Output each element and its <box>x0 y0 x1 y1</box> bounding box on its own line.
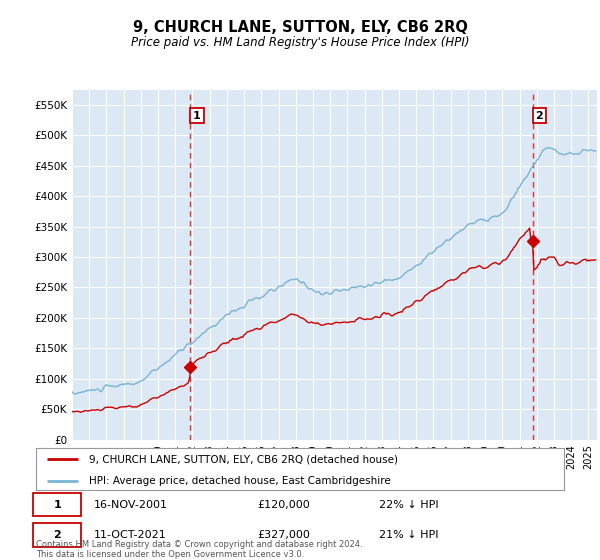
Text: Price paid vs. HM Land Registry's House Price Index (HPI): Price paid vs. HM Land Registry's House … <box>131 36 469 49</box>
Text: 1: 1 <box>193 111 201 120</box>
Text: Contains HM Land Registry data © Crown copyright and database right 2024.
This d: Contains HM Land Registry data © Crown c… <box>36 540 362 559</box>
FancyBboxPatch shape <box>34 524 81 547</box>
Text: 9, CHURCH LANE, SUTTON, ELY, CB6 2RQ: 9, CHURCH LANE, SUTTON, ELY, CB6 2RQ <box>133 20 467 35</box>
Text: £327,000: £327,000 <box>258 530 311 540</box>
Text: 11-OCT-2021: 11-OCT-2021 <box>94 530 167 540</box>
Text: 16-NOV-2001: 16-NOV-2001 <box>94 500 168 510</box>
Text: 9, CHURCH LANE, SUTTON, ELY, CB6 2RQ (detached house): 9, CHURCH LANE, SUTTON, ELY, CB6 2RQ (de… <box>89 454 398 464</box>
Text: 21% ↓ HPI: 21% ↓ HPI <box>379 530 439 540</box>
Text: 1: 1 <box>53 500 61 510</box>
Text: 2: 2 <box>53 530 61 540</box>
Text: 2: 2 <box>536 111 543 120</box>
Text: 22% ↓ HPI: 22% ↓ HPI <box>379 500 439 510</box>
Text: £120,000: £120,000 <box>258 500 311 510</box>
FancyBboxPatch shape <box>34 493 81 516</box>
Text: HPI: Average price, detached house, East Cambridgeshire: HPI: Average price, detached house, East… <box>89 476 391 486</box>
